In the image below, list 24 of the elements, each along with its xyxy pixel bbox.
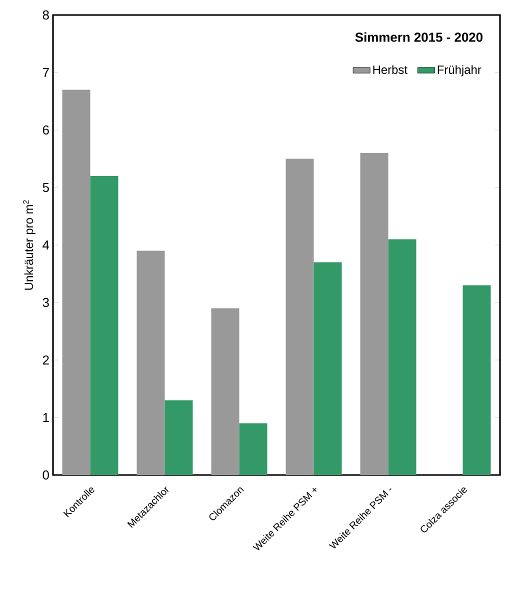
bar (211, 308, 240, 475)
bar (360, 153, 388, 475)
bar (314, 262, 342, 475)
bar (462, 285, 491, 475)
y-tick-label: 1 (43, 413, 49, 422)
legend-label: Herbst (373, 65, 408, 74)
bar (62, 90, 90, 475)
bar (388, 239, 416, 475)
y-tick-label: 2 (42, 355, 49, 365)
legend-title: Simmern 2015 - 2020 (355, 32, 483, 42)
y-tick-label: 0 (42, 470, 49, 480)
bar (136, 250, 165, 475)
bar (286, 158, 314, 475)
bar (239, 423, 268, 475)
y-tick-label: 4 (42, 240, 50, 250)
y-axis-title: Unkräuter pro m$^{2}$ (23, 200, 36, 290)
y-tick-label: 3 (42, 298, 49, 308)
bar (164, 400, 193, 475)
legend-label: Frühjahr (438, 65, 482, 76)
y-tick-label: 7 (42, 68, 49, 77)
y-tick-label: 8 (42, 10, 49, 20)
y-tick-label: 5 (42, 182, 49, 192)
bar (90, 176, 118, 475)
y-tick-label: 6 (42, 125, 49, 135)
